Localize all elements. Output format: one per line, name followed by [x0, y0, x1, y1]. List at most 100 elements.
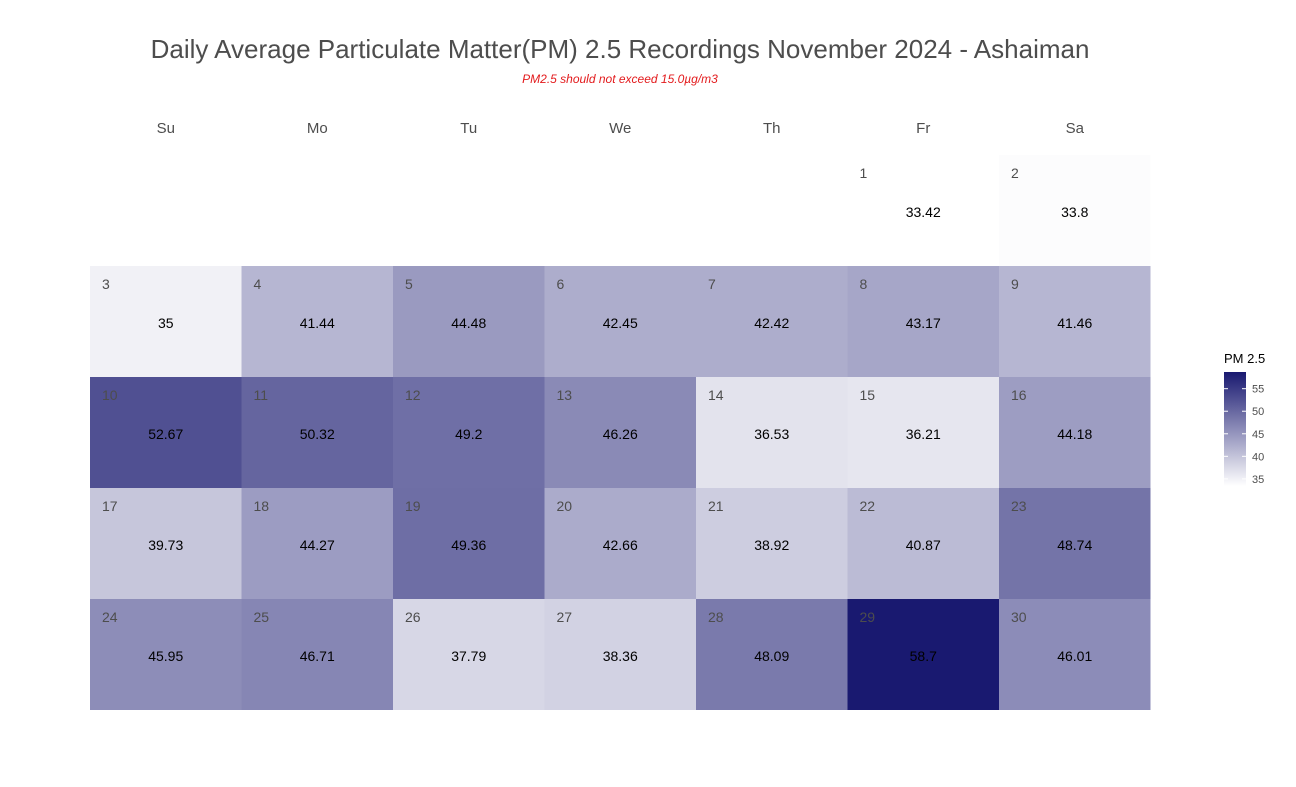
day-cell-fill [847, 266, 999, 377]
day-number-label: 26 [405, 609, 421, 625]
day-number-label: 15 [860, 387, 876, 403]
day-cell-9: 941.46 [999, 266, 1151, 377]
day-number-label: 25 [254, 609, 270, 625]
day-cell-17: 17 39.73 [90, 488, 242, 599]
day-number-label: 4 [254, 276, 262, 292]
day-cell-fill [999, 377, 1151, 488]
legend-tick-label: 55 [1252, 384, 1264, 396]
day-value-label: 49.36 [451, 537, 486, 553]
day-value-label: 41.46 [1057, 315, 1092, 331]
day-cell-27: 27 38.36 [544, 599, 696, 710]
day-value-label: 42.66 [603, 537, 638, 553]
day-cell-7: 742.42 [696, 266, 848, 377]
day-cell-fill [393, 488, 545, 599]
weekday-headers: Su Mo Tu We Th Fr Sa [157, 120, 1085, 137]
day-value-label: 46.71 [300, 648, 335, 664]
day-cell-fill [847, 599, 999, 710]
day-cell-8: 843.17 [847, 266, 999, 377]
day-cell-16: 16 44.18 [999, 377, 1151, 488]
day-cell-fill [847, 488, 999, 599]
day-cell-fill [241, 266, 393, 377]
legend-title: PM 2.5 [1224, 351, 1265, 366]
day-cell-fill [696, 599, 848, 710]
day-cell-4: 441.44 [241, 266, 393, 377]
day-number-label: 14 [708, 387, 724, 403]
day-cell-19: 19 49.36 [393, 488, 545, 599]
day-number-label: 9 [1011, 276, 1019, 292]
day-cell-12: 12 49.2 [393, 377, 545, 488]
weekday-header-we: We [609, 120, 631, 137]
day-number-label: 16 [1011, 387, 1027, 403]
day-cell-24: 24 45.95 [90, 599, 242, 710]
day-cell-2: 233.8 [999, 155, 1151, 266]
day-value-label: 46.01 [1057, 648, 1092, 664]
day-number-label: 11 [254, 387, 269, 403]
day-cell-1: 133.42 [847, 155, 999, 266]
day-cell-fill [999, 266, 1151, 377]
day-cell-22: 22 40.87 [847, 488, 999, 599]
day-cell-30: 30 46.01 [999, 599, 1151, 710]
day-value-label: 44.48 [451, 315, 486, 331]
weekday-header-mo: Mo [307, 120, 328, 137]
day-cell-11: 11 50.32 [241, 377, 393, 488]
day-cell-fill [544, 599, 696, 710]
day-number-label: 13 [557, 387, 573, 403]
day-cell-25: 25 46.71 [241, 599, 393, 710]
day-value-label: 37.79 [451, 648, 486, 664]
day-cell-10: 10 52.67 [90, 377, 242, 488]
day-cell-29: 29 58.7 [847, 599, 999, 710]
day-number-label: 17 [102, 498, 118, 514]
day-cell-13: 13 46.26 [544, 377, 696, 488]
day-value-label: 48.74 [1057, 537, 1092, 553]
day-number-label: 20 [557, 498, 573, 514]
day-cell-26: 26 37.79 [393, 599, 545, 710]
day-value-label: 48.09 [754, 648, 789, 664]
day-cell-fill [696, 488, 848, 599]
legend-tick-label: 45 [1252, 429, 1264, 441]
day-value-label: 42.45 [603, 315, 638, 331]
day-value-label: 45.95 [148, 648, 183, 664]
day-value-label: 39.73 [148, 537, 183, 553]
weekday-header-th: Th [763, 120, 781, 137]
day-cell-23: 23 48.74 [999, 488, 1151, 599]
day-cell-3: 3 35 [90, 266, 242, 377]
legend-colorbar [1224, 372, 1246, 486]
day-value-label: 52.67 [148, 426, 183, 442]
day-number-label: 7 [708, 276, 716, 292]
weekday-header-sa: Sa [1066, 120, 1085, 137]
day-value-label: 36.21 [906, 426, 941, 442]
day-number-label: 27 [557, 609, 573, 625]
day-number-label: 2 [1011, 165, 1019, 181]
chart-subtitle: PM2.5 should not exceed 15.0µg/m3 [522, 72, 718, 86]
day-cell-fill [847, 377, 999, 488]
day-value-label: 35 [158, 315, 174, 331]
day-value-label: 49.2 [455, 426, 482, 442]
chart-title: Daily Average Particulate Matter(PM) 2.5… [151, 34, 1090, 64]
day-value-label: 38.36 [603, 648, 638, 664]
day-cell-fill [544, 266, 696, 377]
day-cell-fill [999, 488, 1151, 599]
day-cell-fill [999, 155, 1151, 266]
day-number-label: 5 [405, 276, 413, 292]
day-value-label: 46.26 [603, 426, 638, 442]
day-value-label: 33.8 [1061, 204, 1088, 220]
day-cell-21: 21 38.92 [696, 488, 848, 599]
day-value-label: 36.53 [754, 426, 789, 442]
day-number-label: 24 [102, 609, 118, 625]
day-value-label: 41.44 [300, 315, 335, 331]
day-number-label: 21 [708, 498, 724, 514]
legend-tick-label: 50 [1252, 406, 1264, 418]
calendar-cells: 133.42233.8335441.44544.48642.45742.4284… [90, 155, 1151, 710]
day-number-label: 23 [1011, 498, 1027, 514]
legend: PM 2.5 35 40 45 50 55 [1224, 351, 1265, 486]
day-value-label: 43.17 [906, 315, 941, 331]
day-cell-fill [696, 266, 848, 377]
day-number-label: 12 [405, 387, 421, 403]
day-value-label: 58.7 [910, 648, 937, 664]
day-number-label: 19 [405, 498, 421, 514]
weekday-header-fr: Fr [916, 120, 930, 137]
day-number-label: 10 [102, 387, 118, 403]
day-cell-fill [90, 599, 242, 710]
day-number-label: 1 [860, 165, 868, 181]
